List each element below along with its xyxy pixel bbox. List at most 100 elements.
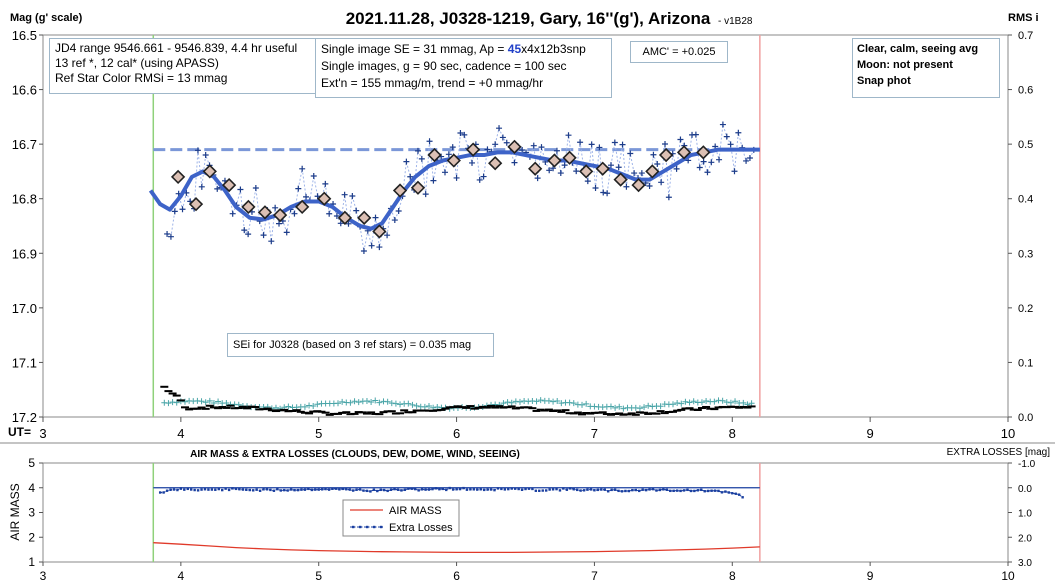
y-tick-label: 17.0 <box>12 301 37 316</box>
binned-point <box>579 164 594 179</box>
rms-point <box>372 397 379 404</box>
extra-loss-point <box>303 488 307 491</box>
rms-point <box>285 403 292 410</box>
data-point <box>453 174 460 181</box>
rms-point <box>579 401 586 408</box>
rms-point <box>545 397 552 404</box>
extra-losses-points <box>158 486 744 499</box>
rms-point <box>616 403 623 410</box>
data-point <box>565 132 572 139</box>
extra-loss-point <box>189 488 193 491</box>
data-point <box>241 227 248 234</box>
extra-loss-point <box>575 488 579 492</box>
data-point <box>202 151 209 158</box>
se-text: Single image SE = 31 mmag, Ap = <box>321 42 508 56</box>
extra-loss-point <box>686 488 689 492</box>
extra-loss-point <box>541 489 544 492</box>
data-point <box>276 220 283 227</box>
data-point <box>496 125 503 132</box>
rms-point <box>409 401 416 408</box>
rms-point <box>620 405 627 412</box>
data-point <box>341 191 348 198</box>
extra-loss-point <box>386 489 389 493</box>
bottom-x-tick-label: 10 <box>1001 569 1015 583</box>
extra-loss-point <box>324 487 327 491</box>
bottom-plot-frame <box>42 462 1009 563</box>
bottom-y2-tick-label: 0.0 <box>1018 484 1032 495</box>
extra-loss-point <box>589 488 593 491</box>
data-point <box>719 121 726 128</box>
y-tick-label: 17.2 <box>12 410 37 425</box>
binned-point <box>221 177 237 193</box>
data-point <box>457 130 464 137</box>
data-point <box>272 204 279 211</box>
model-curve <box>148 147 760 231</box>
extra-loss-point <box>551 488 555 491</box>
extra-loss-point <box>403 488 407 492</box>
rms-point <box>198 398 205 405</box>
extra-loss-point <box>362 489 365 492</box>
extra-loss-point <box>420 488 424 491</box>
y2-tick-label: 0.0 <box>1018 412 1033 424</box>
rms-point <box>732 398 739 405</box>
rms-point <box>690 398 697 405</box>
binned-point <box>547 153 562 168</box>
extra-loss-point <box>662 488 665 491</box>
extra-loss-point <box>221 488 224 492</box>
data-point <box>673 165 680 172</box>
extra-loss-point <box>365 489 369 493</box>
extra-loss-point <box>531 487 534 491</box>
extra-loss-point <box>300 488 303 491</box>
rms-point <box>636 405 643 412</box>
extra-loss-point <box>179 487 183 490</box>
extra-loss-point <box>248 488 251 492</box>
binned-point <box>410 180 426 195</box>
extra-loss-point <box>693 489 696 493</box>
rms-point <box>504 399 511 406</box>
extra-loss-point <box>493 488 496 492</box>
binned-point <box>317 191 332 206</box>
data-point <box>353 207 360 214</box>
extra-loss-point <box>272 489 276 492</box>
data-point <box>376 244 383 251</box>
extra-loss-point <box>603 488 606 491</box>
single-image-se-text: Single image SE = 31 mmag, Ap = 45x4x12b… <box>321 41 606 58</box>
extra-loss-point <box>634 488 637 492</box>
extra-loss-point <box>169 488 172 492</box>
extra-loss-point <box>672 489 675 493</box>
extra-loss-point <box>496 487 500 490</box>
data-point <box>588 141 595 148</box>
rms-point <box>657 403 664 410</box>
binned-point <box>241 199 256 215</box>
data-point <box>194 147 201 154</box>
rms-point <box>223 399 230 406</box>
extra-loss-point <box>396 488 400 491</box>
binned-point <box>427 147 442 163</box>
bottom-y-tick-label: 3 <box>28 506 35 520</box>
data-point <box>407 173 414 180</box>
amc-text: AMC' = +0.025 <box>642 46 716 58</box>
rms-point <box>210 399 217 406</box>
data-point <box>607 162 614 169</box>
data-point <box>299 165 306 172</box>
data-point <box>716 156 723 163</box>
extra-loss-point <box>245 488 248 491</box>
binned-point <box>446 153 461 168</box>
extra-loss-point <box>310 488 314 492</box>
sei-box: SEi for J0328 (based on 3 ref stars) = 0… <box>227 333 494 357</box>
data-point <box>322 180 329 187</box>
amc-box: AMC' = +0.025 <box>630 41 728 63</box>
extra-loss-point <box>379 488 382 492</box>
extra-loss-point <box>438 488 441 491</box>
extra-loss-point <box>262 488 265 491</box>
rms-point <box>682 398 689 405</box>
image-stats-box: Single image SE = 31 mmag, Ap = 45x4x12b… <box>315 38 612 98</box>
bottom-y2-tick-label: 2.0 <box>1018 533 1032 544</box>
data-point <box>561 162 568 169</box>
rms-point <box>670 401 677 408</box>
rms-point <box>686 399 693 406</box>
extra-loss-point <box>393 487 396 491</box>
data-point <box>360 248 367 255</box>
extra-loss-point <box>389 488 393 491</box>
extra-loss-point <box>224 487 227 490</box>
